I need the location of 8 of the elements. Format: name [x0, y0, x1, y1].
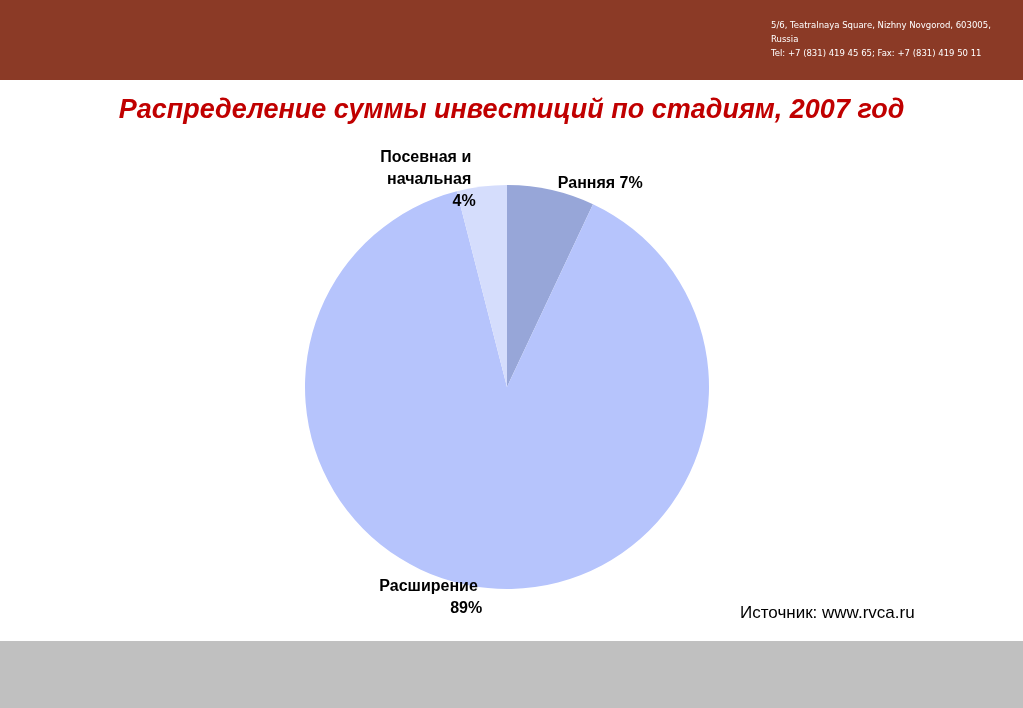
slice-label: Расширение — [379, 576, 483, 594]
text: Источник: www.rvca.ru — [740, 603, 915, 623]
slice-label: Посевная и начальная — [380, 148, 476, 188]
slice-label: Ранняя 7% — [557, 173, 643, 191]
chart-title: Распределение суммы инвестиций по стадиям, 2007 год — [117, 94, 906, 125]
header-panel: 5/6, Teatralnaya Square, Nizhny Novgorod, 603005, Russia Tel: +7 (831) 419 45 65; Fax: +7 (831) 419 50 11 — [0, 0, 1023, 80]
data-label: 89% — [450, 598, 483, 616]
data-label: 4% — [452, 192, 476, 210]
